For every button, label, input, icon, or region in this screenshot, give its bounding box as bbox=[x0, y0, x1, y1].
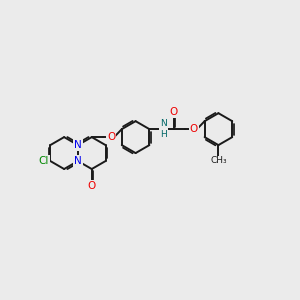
Text: O: O bbox=[107, 132, 115, 142]
Text: N: N bbox=[74, 156, 82, 166]
Text: O: O bbox=[169, 107, 178, 117]
Text: CH₃: CH₃ bbox=[210, 156, 227, 165]
Text: N: N bbox=[74, 140, 82, 150]
Text: O: O bbox=[88, 181, 96, 191]
Text: N
H: N H bbox=[160, 119, 167, 139]
Text: Cl: Cl bbox=[38, 156, 49, 166]
Text: O: O bbox=[190, 124, 198, 134]
